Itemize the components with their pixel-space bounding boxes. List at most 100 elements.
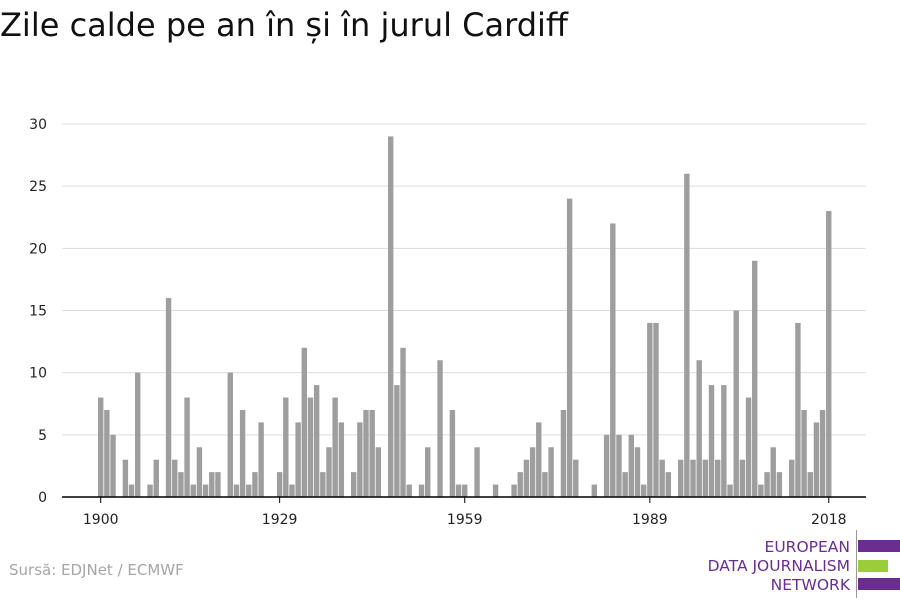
bar <box>418 484 425 497</box>
bar <box>357 422 363 497</box>
bar <box>789 459 795 497</box>
bar <box>758 484 764 497</box>
bar <box>566 198 573 497</box>
bar <box>449 409 456 497</box>
edjnet-logo[interactable]: EUROPEAN DATA JOURNALISM NETWORK <box>700 530 900 598</box>
bar <box>172 459 178 497</box>
bar <box>313 385 320 497</box>
bar <box>826 211 832 498</box>
bar <box>690 459 696 497</box>
bar <box>813 422 820 497</box>
x-tick-label: 1989 <box>632 512 668 528</box>
bar <box>387 136 394 497</box>
bar <box>548 447 554 497</box>
logo-bar-purple-top <box>858 540 900 552</box>
bar <box>640 484 647 497</box>
bar <box>122 459 129 497</box>
bar <box>523 459 530 497</box>
bar <box>289 484 295 497</box>
bar <box>492 484 499 497</box>
bar <box>301 347 308 497</box>
bar <box>110 434 116 497</box>
bar <box>752 260 758 497</box>
bar <box>764 472 770 497</box>
bar <box>474 447 480 497</box>
bar <box>455 484 462 497</box>
bar <box>745 397 752 497</box>
x-tick-label: 1929 <box>262 512 298 528</box>
bar <box>702 459 709 497</box>
bar <box>665 472 672 497</box>
bar <box>369 409 375 497</box>
bar <box>400 347 406 497</box>
bar <box>246 484 252 497</box>
bar <box>135 372 141 497</box>
bar <box>437 360 443 497</box>
bar <box>591 484 597 497</box>
y-tick-label: 15 <box>29 304 47 320</box>
bar <box>776 472 783 497</box>
logo-separator <box>856 530 857 598</box>
bar <box>227 372 233 497</box>
y-tick-label: 10 <box>29 366 47 382</box>
y-tick-label: 30 <box>29 117 47 133</box>
bar <box>696 360 702 497</box>
bar <box>184 397 190 497</box>
bar <box>394 385 400 497</box>
bar <box>326 447 332 497</box>
bar <box>332 397 338 497</box>
bar <box>647 322 653 497</box>
bar <box>178 472 184 497</box>
bar <box>338 422 345 497</box>
logo-line-european: EUROPEAN <box>764 538 850 556</box>
x-tick-label: 2018 <box>811 512 847 528</box>
bar <box>462 484 468 497</box>
bar <box>128 484 135 497</box>
source-note: Sursă: EDJNet / ECMWF <box>9 561 184 579</box>
logo-line-network: NETWORK <box>770 576 850 594</box>
bar <box>733 310 739 497</box>
bar <box>739 459 746 497</box>
bar <box>727 484 733 497</box>
bar <box>560 409 567 497</box>
y-tick-label: 25 <box>29 179 47 195</box>
bar <box>258 422 264 497</box>
bar <box>807 472 813 497</box>
bar <box>307 397 314 497</box>
bar <box>406 484 412 497</box>
x-tick-label: 1959 <box>447 512 483 528</box>
bars <box>98 136 832 498</box>
bar <box>215 472 221 497</box>
bar <box>147 484 153 497</box>
bar <box>677 459 684 497</box>
bar <box>239 409 246 497</box>
bar <box>517 472 523 497</box>
bar <box>684 173 690 497</box>
bar <box>153 459 159 497</box>
bar <box>770 447 776 497</box>
bar <box>536 422 542 497</box>
bar-chart: 0 5 10 15 20 25 30 1900 1929 1959 1989 2018 <box>29 117 866 528</box>
bar <box>715 459 721 497</box>
bar <box>350 472 357 497</box>
bar <box>529 447 536 497</box>
bar <box>610 223 616 497</box>
bar <box>165 298 172 497</box>
bar <box>196 447 203 497</box>
logo-bar-purple-bottom <box>858 578 900 590</box>
bar <box>622 472 628 497</box>
bar <box>252 472 258 497</box>
bar <box>819 409 826 497</box>
bar <box>801 409 807 497</box>
bar <box>708 385 715 497</box>
bar <box>209 472 215 497</box>
bar <box>190 484 196 497</box>
bar <box>542 472 548 497</box>
bar <box>628 434 635 497</box>
bar <box>616 434 622 497</box>
logo-bar-green <box>858 560 888 572</box>
bar <box>363 409 369 497</box>
x-tick-label: 1900 <box>83 512 119 528</box>
y-tick-label: 0 <box>38 490 47 506</box>
bar <box>375 447 382 497</box>
